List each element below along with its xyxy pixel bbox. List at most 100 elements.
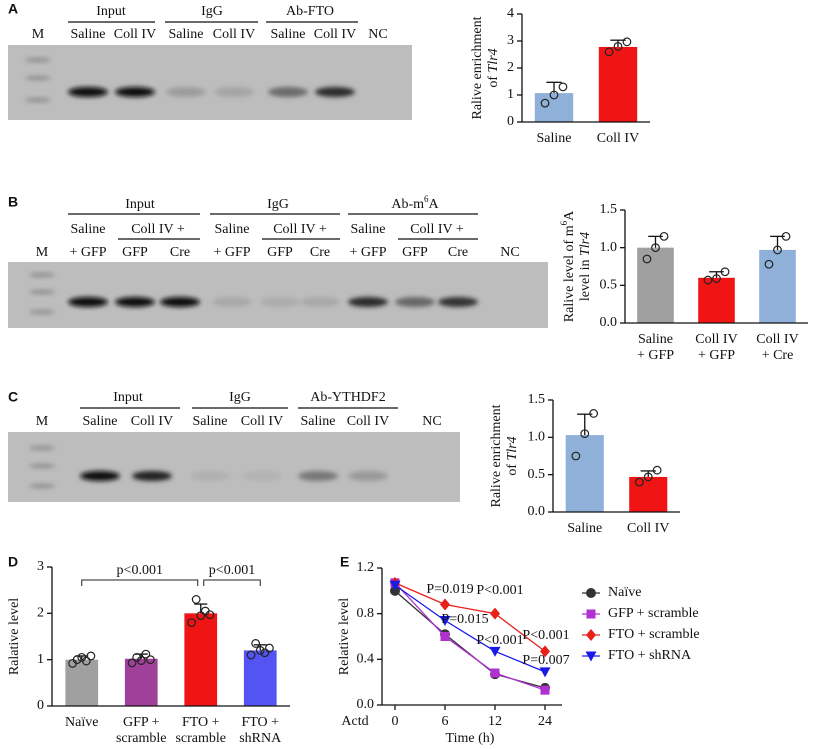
data-point [81,656,91,666]
x-tick-label: + Cre [762,348,794,363]
legend-label: GFP + scramble [608,606,699,621]
data-point [540,98,550,108]
y-tick-label: 0.5 [528,467,546,482]
gel-band [315,87,355,97]
y-axis-label: level in Tlr4 [578,232,593,301]
label-part: A [562,210,577,221]
label-part: 6 [559,220,569,225]
label-part: Ralive level of m [562,225,577,322]
y-axis-label: of Tlr4 [486,48,501,87]
data-point [703,275,713,285]
legend-marker [586,629,596,641]
marker [539,667,551,678]
bar [565,435,604,512]
data-point [255,646,265,655]
gel-band [80,471,120,481]
lane-label: Cre [310,245,330,260]
gel-band [298,471,338,481]
significance-bracket [203,579,261,586]
label-part: of [505,460,520,475]
gel-band [68,87,108,97]
data-point [604,47,614,57]
label-part: Tlr4 [486,48,501,72]
lane-label: Saline [271,27,306,42]
lane-label: Coll IV [314,27,356,42]
label-part: of [486,72,501,87]
data-point [571,451,581,461]
data-point [634,477,644,487]
marker [540,685,550,695]
gel-image [8,432,460,502]
data-point [205,610,215,620]
x-tick-label: FTO + [241,715,279,730]
lane-label: + GFP [349,245,386,260]
gel-band [190,471,230,481]
y-tick-label: 2 [507,60,514,75]
x-tick-label: Saline [567,521,602,536]
data-point [773,245,782,255]
y-tick-label: 3 [507,33,514,48]
data-point [580,429,590,439]
label-part: Ralive enrichment [489,404,504,507]
group-label: IgG [201,4,223,19]
lane-label: Cre [170,245,190,260]
lane-label: Saline [351,222,386,237]
x-tick-label: GFP + [123,715,160,730]
label-part: Relative level [337,598,352,675]
gel-band [115,297,155,307]
gel-image [8,262,548,328]
y-tick-label: 1 [37,652,44,667]
data-point [651,243,660,253]
data-point [613,42,623,51]
group-label: IgG [229,390,251,405]
lane-label: Saline [71,222,106,237]
x-prefix: Actd [341,714,368,729]
x-tick-label: scramble [175,731,226,746]
lane-label: GFP [122,245,148,260]
group-label: Input [113,390,143,405]
marker [440,598,450,611]
gel-band [132,471,172,481]
panel-label: A [8,1,18,17]
data-point [141,649,151,659]
series-line [394,582,546,652]
gel-band [212,297,252,307]
ladder-band [25,76,51,80]
gel-image [8,45,412,120]
lane-label: Saline [301,414,336,429]
data-point [764,259,774,269]
lane-label: Coll IV [241,414,283,429]
y-tick-label: 0.5 [600,278,618,293]
legend-marker [586,588,596,598]
gel-band [115,87,155,97]
data-point [187,618,196,627]
lane-label: + GFP [213,245,250,260]
group-label: IgG [267,197,289,212]
gel-band [300,297,340,307]
lane-label: Saline [169,27,204,42]
annotation: p<0.001 [209,563,255,578]
lane-label: NC [368,27,387,42]
y-axis-label: Ralive level of m6A [559,210,577,322]
marker [489,646,501,657]
data-point [781,231,791,241]
data-point [558,82,568,92]
x-tick-label: Coll IV [695,332,737,347]
lane-label: Coll IV + [131,222,185,237]
lane-label: Saline [215,222,250,237]
marker [439,616,451,627]
bar [759,249,796,323]
data-point [659,231,669,241]
y-tick-label: 1.0 [528,430,546,445]
data-point [652,465,662,475]
data-point [642,254,652,264]
ladder-band [29,310,55,314]
data-point [191,595,201,604]
marker-label: M [36,414,49,429]
y-tick-label: 0.0 [600,315,618,330]
lane-label: Saline [193,414,228,429]
y-tick-label: 1.5 [528,392,546,407]
x-tick-label: 6 [442,714,449,729]
lane-label: Coll IV [114,27,156,42]
